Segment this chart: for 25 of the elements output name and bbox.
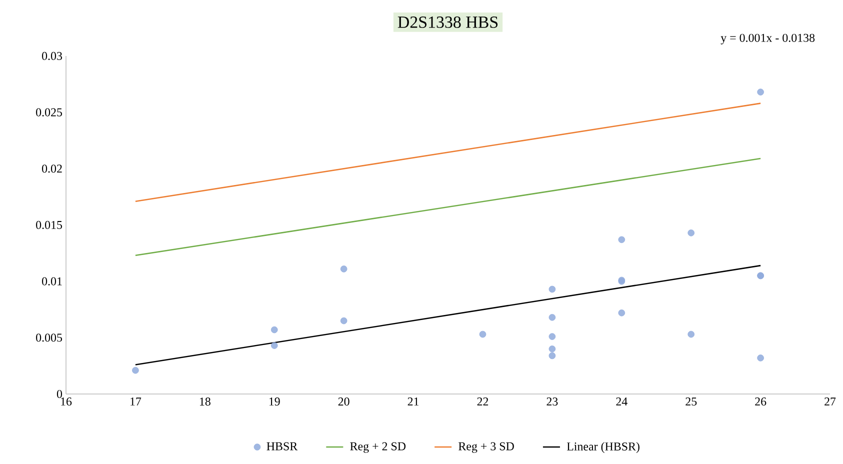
x-tick-label: 18 bbox=[200, 398, 210, 406]
legend-label: HBSR bbox=[266, 442, 298, 450]
x-tick-label: 27 bbox=[824, 398, 836, 406]
x-tick-label: 25 bbox=[686, 398, 697, 406]
x-tick-label: 24 bbox=[616, 398, 628, 406]
x-tick-label: 17 bbox=[130, 398, 142, 406]
y-tick-label: 0.03 bbox=[42, 52, 62, 60]
chart-title: D2S1338 HBS bbox=[398, 16, 498, 28]
x-tick-label: 21 bbox=[408, 398, 419, 406]
x-tick-label: 16 bbox=[61, 398, 72, 406]
legend-label: Reg + 3 SD bbox=[458, 442, 514, 453]
y-tick-label: 0 bbox=[56, 390, 62, 398]
text: y = 0.001x - 0.0138 bbox=[720, 34, 815, 44]
y-tick-label: 0.01 bbox=[42, 277, 62, 286]
legend-label: Linear (HBSR) bbox=[566, 442, 640, 453]
y-tick-label: 0.025 bbox=[36, 108, 62, 116]
legend-label: Reg + 2 SD bbox=[350, 442, 406, 453]
x-tick-label: 20 bbox=[338, 398, 350, 406]
y-tick-label: 0.015 bbox=[36, 220, 62, 230]
x-tick-label: 19 bbox=[269, 398, 280, 406]
x-tick-label: 22 bbox=[477, 398, 488, 406]
x-tick-label: 23 bbox=[546, 398, 558, 406]
y-tick-label: 0.005 bbox=[36, 334, 62, 342]
y-tick-label: 0.02 bbox=[42, 164, 62, 173]
x-tick-label: 26 bbox=[755, 398, 766, 406]
